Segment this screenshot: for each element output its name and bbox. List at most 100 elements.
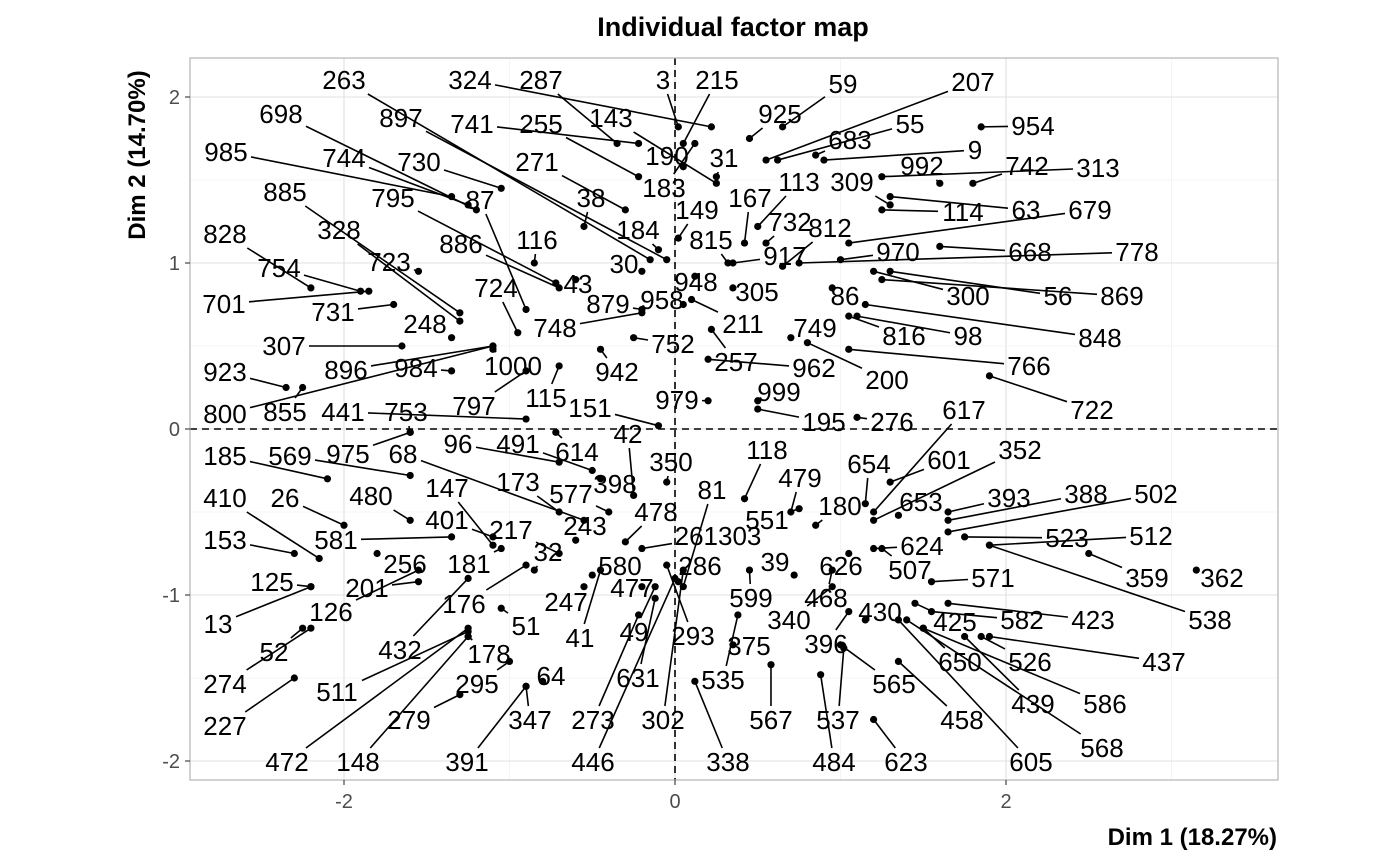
point-577 [605,508,613,516]
leader-line-812 [782,241,814,267]
point-925 [745,134,754,143]
point-label-401: 401 [425,505,468,535]
point-label-39: 39 [761,547,790,577]
point-86 [828,284,836,292]
point-label-800: 800 [203,399,246,429]
leader-line-800 [249,345,494,409]
point-label-63: 63 [1012,195,1041,225]
point-502 [944,528,952,536]
point-label-581: 581 [314,525,357,555]
x-tick-label: 2 [1000,791,1011,813]
point-label-287: 287 [519,65,562,95]
point-label-398: 398 [593,469,636,499]
leader-line-87 [485,213,527,310]
point-401 [489,533,497,541]
point-273 [634,611,643,619]
point-744 [464,201,472,209]
point-31 [712,173,720,181]
point-label-679: 679 [1068,195,1111,225]
point-label-13: 13 [204,609,233,639]
leader-line-388 [947,497,1062,522]
leader-line-401 [471,528,494,538]
point-label-472: 472 [265,747,308,777]
point-393 [944,508,952,516]
point-label-617: 617 [942,395,985,425]
point-126 [414,566,423,574]
point-855 [299,383,307,392]
point-label-748: 748 [533,313,576,343]
point-label-614: 614 [555,437,598,467]
leader-line-701 [248,290,369,303]
leader-line-9 [823,149,965,161]
leader-line-396 [835,611,850,631]
point-label-59: 59 [829,69,858,99]
point-label-181: 181 [447,549,490,579]
leader-line-985 [250,156,452,198]
point-812 [778,262,787,270]
point-732 [762,239,770,247]
leader-line-279 [433,693,461,709]
point-484 [817,671,825,679]
point-label-257: 257 [714,347,757,377]
leader-line-114 [881,209,939,213]
point-label-925: 925 [758,99,801,129]
point-328 [456,317,464,325]
point-581 [447,533,456,541]
point-143 [712,179,720,187]
point-359 [1085,549,1093,558]
leader-line-441 [367,412,527,420]
point-51 [497,604,505,612]
point-label-201: 201 [345,573,388,603]
point-label-180: 180 [818,491,861,521]
point-label-917: 917 [763,241,806,271]
point-923 [282,383,290,392]
point-label-183: 183 [642,173,685,203]
point-59 [778,123,787,131]
point-184 [654,246,663,254]
point-954 [977,123,985,131]
point-label-295: 295 [455,669,498,699]
x-tick-label: -2 [335,791,353,813]
leader-line-502 [947,497,1132,533]
point-label-571: 571 [971,563,1014,593]
point-label-43: 43 [564,269,593,299]
point-label-766: 766 [1007,351,1050,381]
point-label-51: 51 [512,611,541,641]
point-label-300: 300 [946,281,989,311]
point-label-458: 458 [940,705,983,735]
leader-line-59 [782,96,826,128]
point-label-580: 580 [598,551,641,581]
point-300 [870,267,878,275]
point-13 [307,583,315,591]
point-label-812: 812 [808,213,851,243]
point-label-601: 601 [927,445,970,475]
point-430 [861,616,869,624]
point-211 [687,295,696,304]
point-label-511: 511 [316,677,357,707]
point-label-247: 247 [544,587,587,617]
point-55 [774,156,782,164]
point-label-626: 626 [819,551,862,581]
point-label-886: 886 [439,229,482,259]
leader-line-391 [477,685,527,749]
point-828 [307,284,315,292]
point-label-126: 126 [309,597,352,627]
point-173 [555,508,563,516]
leader-line-569 [314,459,411,477]
point-label-256: 256 [383,549,426,579]
point-label-42: 42 [614,419,643,449]
leader-line-359 [1088,552,1123,569]
point-98 [853,312,861,320]
point-568 [903,616,911,624]
point-label-153: 153 [203,525,246,555]
point-label-148: 148 [336,747,379,777]
point-label-271: 271 [515,147,558,177]
point-label-98: 98 [954,321,983,351]
point-label-599: 599 [729,583,772,613]
point-label-86: 86 [831,281,860,311]
point-797 [522,367,530,375]
point-label-30: 30 [610,249,639,279]
point-label-362: 362 [1200,563,1243,593]
leader-line-328 [357,243,461,322]
plot-panel-border [189,57,1279,781]
